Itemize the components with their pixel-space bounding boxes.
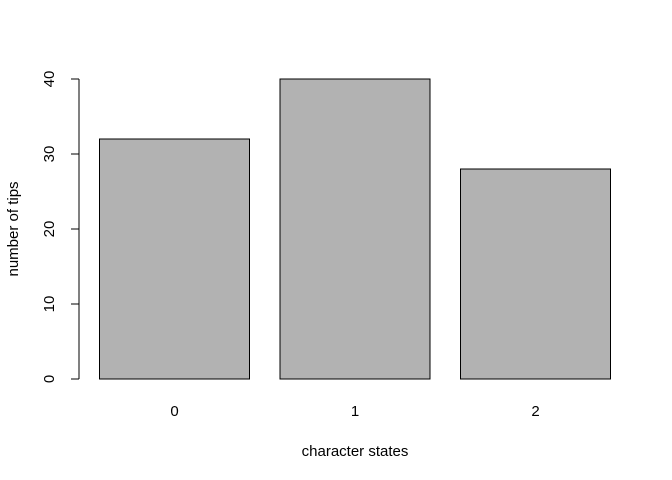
x-tick-label-1: 1 <box>351 403 359 420</box>
bar-0 <box>99 138 250 380</box>
y-axis-title: number of tips <box>5 181 22 276</box>
y-ticks-layer: 0 10 20 30 40 <box>41 71 79 383</box>
y-tick-label-30: 30 <box>41 146 58 163</box>
y-tick-label-20: 20 <box>41 221 58 238</box>
bars-layer <box>99 78 611 380</box>
x-axis-title: character states <box>302 443 409 460</box>
x-tick-label-0: 0 <box>170 403 178 420</box>
bar-2 <box>460 168 611 380</box>
bar-1 <box>279 78 431 380</box>
y-tick-label-10: 10 <box>41 296 58 313</box>
x-labels-layer: 0 1 2 <box>170 403 539 420</box>
x-tick-label-2: 2 <box>531 403 539 420</box>
y-tick-label-40: 40 <box>41 71 58 88</box>
y-tick-label-0: 0 <box>41 375 58 383</box>
